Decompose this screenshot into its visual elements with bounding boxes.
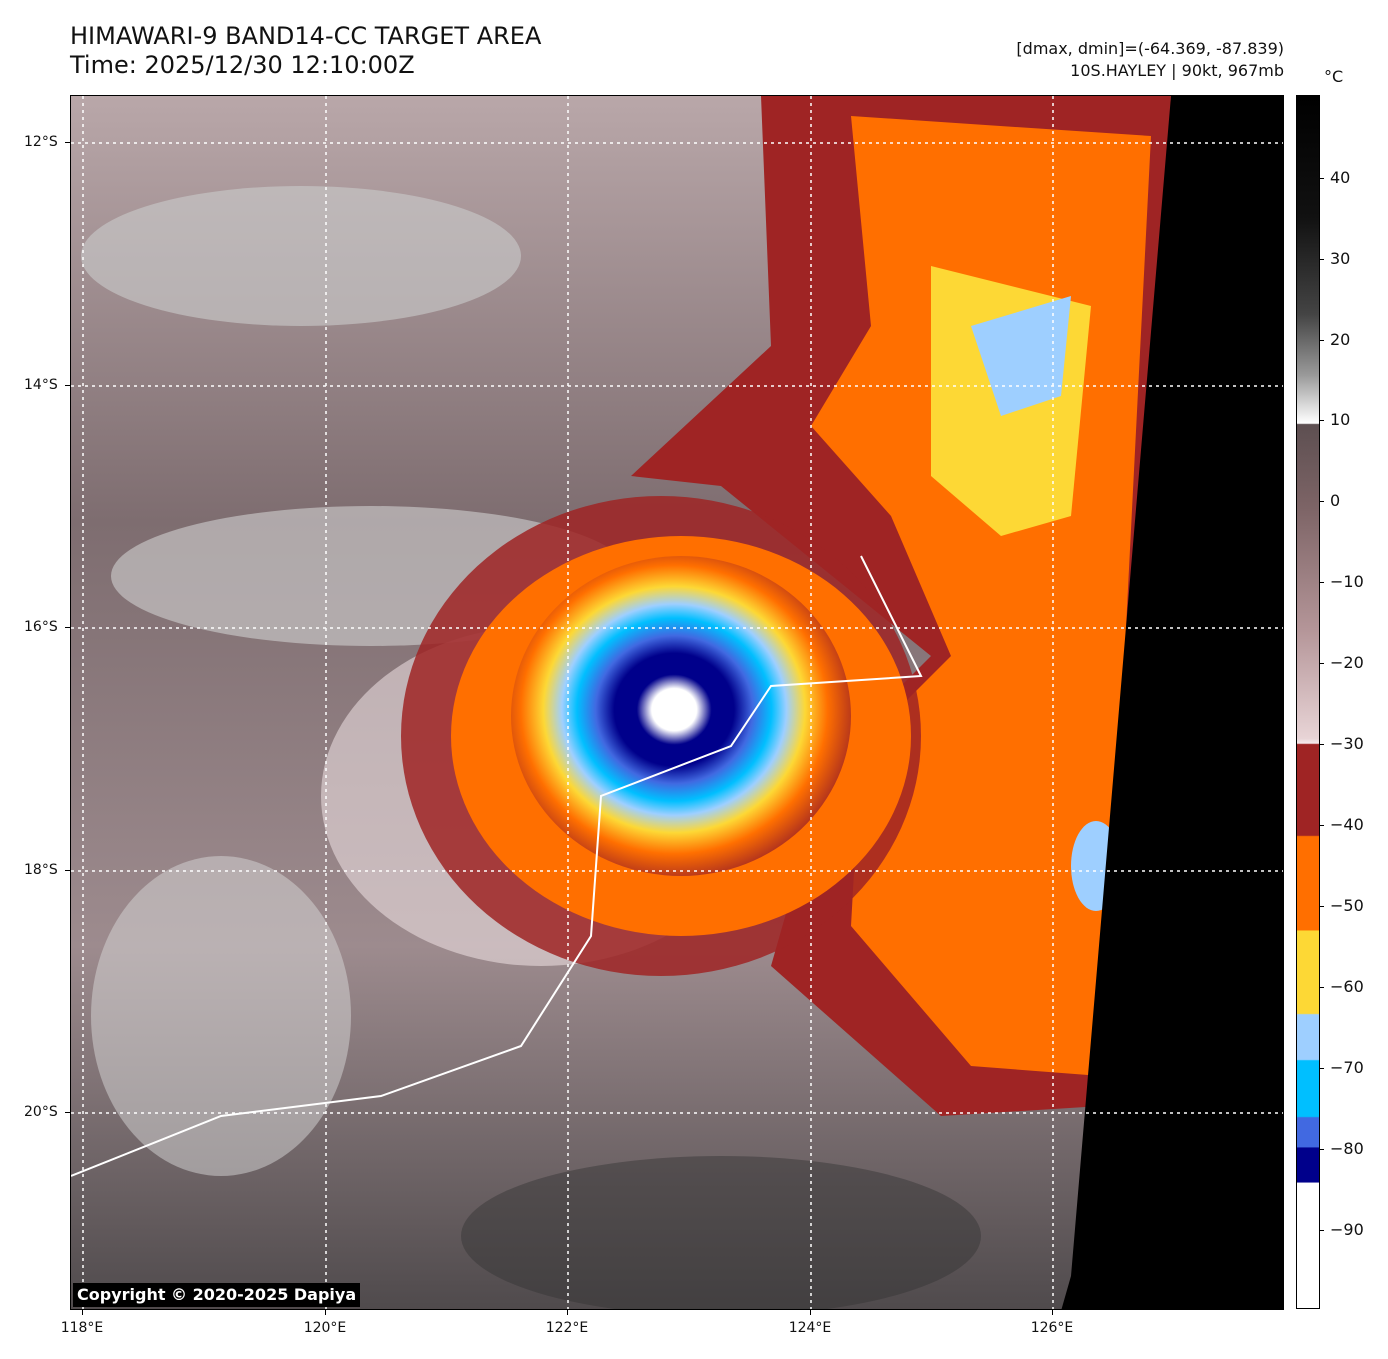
title-line-2: Time: 2025/12/30 12:10:00Z [70,51,415,79]
colorbar-unit: °C [1324,67,1344,86]
lon-label-120e: 120°E [303,1320,347,1336]
colorbar-tick-minus10: −10 [1330,572,1364,591]
lat-tick-20s [65,1112,70,1113]
copyright-label: Copyright © 2020-2025 Dapiya [73,1283,361,1307]
colorbar-mark-minus60 [1320,987,1324,988]
colorbar-tick-minus30: −30 [1330,734,1364,753]
lon-tick-120e [325,1310,326,1315]
dmax-dmin-label: [dmax, dmin]=(-64.369, -87.839) [1016,39,1284,58]
lon-tick-124e [810,1310,811,1315]
colorbar-mark-minus90 [1320,1230,1324,1231]
lat-tick-12s [65,142,70,143]
colorbar-mark-0 [1320,501,1324,502]
colorbar-mark-10 [1320,420,1324,421]
lat-label-20s: 20°S [24,1104,58,1120]
colorbar-tick-minus70: −70 [1330,1058,1364,1077]
gray-cloud-band-west [91,856,351,1176]
title-line-1: HIMAWARI-9 BAND14-CC TARGET AREA [70,22,542,50]
lon-tick-126e [1052,1310,1053,1315]
lon-label-126e: 126°E [1030,1320,1074,1336]
gray-cloud-band-north [81,186,521,326]
colorbar-tick-20: 20 [1330,330,1351,349]
satellite-map: Copyright © 2020-2025 Dapiya [70,95,1284,1310]
lon-tick-118e [82,1310,83,1315]
figure-title: HIMAWARI-9 BAND14-CC TARGET AREA Time: 2… [70,22,541,80]
lat-label-14s: 14°S [24,377,58,393]
lon-label-118e: 118°E [60,1320,104,1336]
colorbar-mark-minus80 [1320,1149,1324,1150]
lat-label-12s: 12°S [24,134,58,150]
colorbar-tick-0: 0 [1330,491,1341,510]
lat-tick-14s [65,385,70,386]
colorbar-mark-minus20 [1320,663,1324,664]
storm-label: 10S.HAYLEY | 90kt, 967mb [1070,61,1284,80]
no-data-area [1061,96,1283,1309]
storm-info: [dmax, dmin]=(-64.369, -87.839) 10S.HAYL… [1016,38,1284,82]
colorbar-tick-minus80: −80 [1330,1139,1364,1158]
colorbar-mark-minus10 [1320,582,1324,583]
colorbar-mark-20 [1320,340,1324,341]
colorbar-mark-30 [1320,259,1324,260]
colorbar-tick-minus90: −90 [1330,1220,1364,1239]
ir-satellite-image [71,96,1283,1309]
land-dark-area [461,1156,981,1309]
colorbar-mark-minus70 [1320,1068,1324,1069]
colorbar-mark-minus50 [1320,906,1324,907]
lat-tick-16s [65,627,70,628]
colorbar-tick-minus60: −60 [1330,977,1364,996]
lat-label-18s: 18°S [24,862,58,878]
lon-tick-122e [567,1310,568,1315]
colorbar-tick-minus40: −40 [1330,815,1364,834]
central-dense-overcast [511,556,851,876]
colorbar-tick-30: 30 [1330,249,1351,268]
colorbar-mark-minus40 [1320,825,1324,826]
lon-label-124e: 124°E [788,1320,832,1336]
colorbar-mark-minus30 [1320,744,1324,745]
colorbar-mark-40 [1320,178,1324,179]
temperature-colorbar [1296,95,1320,1309]
coastline-west [71,555,923,1177]
colorbar-tick-10: 10 [1330,410,1351,429]
lon-label-122e: 122°E [545,1320,589,1336]
colorbar-tick-minus50: −50 [1330,896,1364,915]
colorbar-tick-40: 40 [1330,168,1351,187]
lat-tick-18s [65,870,70,871]
lat-label-16s: 16°S [24,619,58,635]
colorbar-tick-minus20: −20 [1330,653,1364,672]
